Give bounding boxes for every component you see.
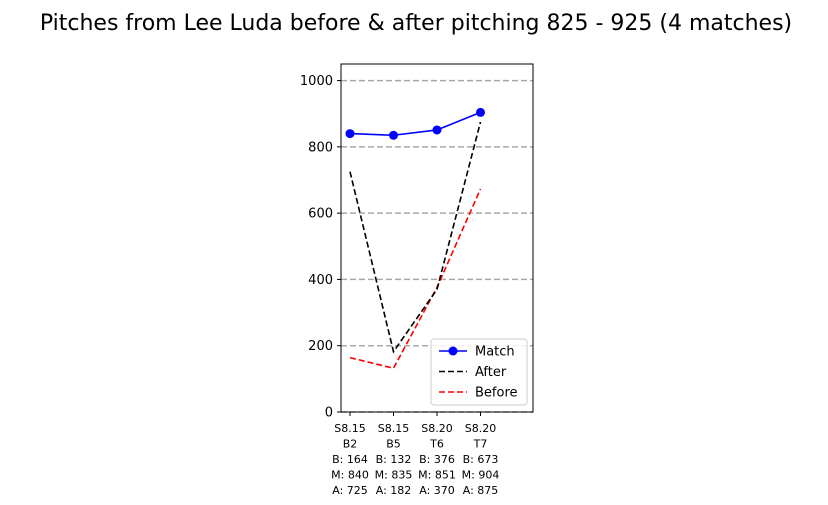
x-tick-label-line: M: 851 [418,469,456,482]
x-tick-label-2: S8.20 T6 B: 376 M: 851 A: 370 [418,422,456,497]
x-tick-label-line: B: 164 [332,453,368,466]
y-tick-label-0: 0 [325,406,333,421]
chart-title: Pitches from Lee Luda before & after pit… [40,11,792,36]
x-tick-label-3: S8.20 T7 B: 673 M: 904 A: 875 [462,422,500,497]
plot-area: 0 200 400 600 800 1000 S8.15 B2 B: 164 M: 840 A: 7… [300,63,534,497]
x-tick-label-line: M: 835 [375,469,413,482]
x-tick-label-line: S8.20 [465,422,496,435]
x-tick-label-line: S8.15 [378,422,409,435]
x-tick-label-0: S8.15 B2 B: 164 M: 840 A: 725 [331,422,369,497]
point-match-3 [476,107,485,117]
y-tick-label-1000: 1000 [300,74,333,89]
legend-label-before: Before [475,386,518,401]
x-tick-label-line: M: 840 [331,469,369,482]
legend-marker-match [448,346,458,356]
legend-label-after: After [475,365,507,380]
y-tick-label-600: 600 [308,207,333,222]
y-tick-label-200: 200 [308,339,333,354]
x-tick-label-line: A: 875 [463,484,499,497]
x-tick-label-line: B: 673 [463,453,499,466]
x-tick-label-line: A: 370 [419,484,455,497]
x-tick-label-line: S8.20 [421,422,452,435]
y-tick-label-400: 400 [308,273,333,288]
x-tick-label-line: S8.15 [334,422,365,435]
x-tick-label-1: S8.15 B5 B: 132 M: 835 A: 182 [375,422,413,497]
legend-box [430,338,528,406]
x-tick-label-line: T7 [473,438,488,451]
point-match-1 [389,130,398,140]
x-tick-label-line: B: 132 [376,453,412,466]
legend-label-match: Match [475,345,515,360]
series-line-before [349,188,482,370]
point-match-2 [432,125,442,135]
x-tick-label-line: B2 [343,438,358,451]
y-tick-label-800: 800 [308,140,333,155]
x-tick-label-line: B5 [386,438,401,451]
series-line-after [349,121,482,354]
x-tick-label-line: B: 376 [419,453,455,466]
point-match-0 [345,129,355,139]
series-line-match [349,111,481,137]
x-tick-label-line: T6 [429,438,444,451]
x-tick-label-line: A: 182 [376,484,412,497]
x-tick-label-line: M: 904 [462,469,500,482]
x-tick-label-line: A: 725 [332,484,368,497]
